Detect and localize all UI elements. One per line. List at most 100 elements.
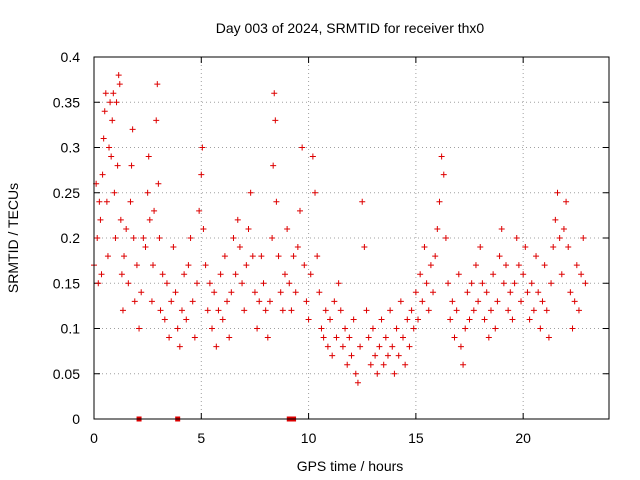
data-point xyxy=(352,370,359,377)
data-point xyxy=(406,343,413,350)
y-tick-label: 0.15 xyxy=(53,275,80,291)
data-point xyxy=(256,298,263,305)
data-point xyxy=(479,280,486,287)
data-point xyxy=(286,280,293,287)
data-point xyxy=(449,298,456,305)
data-point xyxy=(96,198,103,205)
data-point xyxy=(239,280,246,287)
data-point xyxy=(337,307,344,314)
data-point xyxy=(397,298,404,305)
data-point xyxy=(496,253,503,260)
data-point xyxy=(402,361,409,368)
data-point xyxy=(335,280,342,287)
data-point xyxy=(393,325,400,332)
data-point xyxy=(490,271,497,278)
data-point xyxy=(228,289,235,296)
data-point xyxy=(543,307,550,314)
data-point xyxy=(277,289,284,296)
data-point xyxy=(556,235,563,241)
data-point xyxy=(217,271,224,278)
data-point xyxy=(533,253,540,260)
data-point xyxy=(369,325,376,332)
data-point xyxy=(183,316,190,323)
data-point xyxy=(492,325,499,332)
data-point xyxy=(412,289,419,296)
data-point xyxy=(563,198,570,205)
data-point xyxy=(423,280,430,287)
data-point xyxy=(468,280,475,287)
data-point xyxy=(161,316,168,323)
data-point xyxy=(309,153,316,160)
data-point xyxy=(170,244,177,251)
data-point xyxy=(103,198,110,205)
data-point xyxy=(138,289,145,296)
data-point xyxy=(271,90,278,97)
data-point xyxy=(365,334,372,341)
data-point xyxy=(100,135,107,142)
x-tick-label: 5 xyxy=(197,430,205,446)
data-point xyxy=(101,108,108,115)
data-point xyxy=(417,271,424,278)
data-point xyxy=(545,334,552,341)
data-point xyxy=(380,361,387,368)
data-point xyxy=(110,90,117,97)
data-point xyxy=(475,298,482,305)
data-point xyxy=(113,99,120,106)
data-point xyxy=(130,235,137,241)
data-point xyxy=(535,289,542,296)
data-point xyxy=(163,280,170,287)
data-point xyxy=(191,334,198,341)
y-tick-label: 0.25 xyxy=(53,185,80,201)
data-point xyxy=(176,343,183,350)
data-point xyxy=(374,370,381,377)
data-point xyxy=(185,262,192,269)
x-tick-label: 20 xyxy=(515,430,531,446)
data-point xyxy=(382,334,389,341)
data-point xyxy=(376,343,383,350)
data-point xyxy=(275,253,282,260)
data-point xyxy=(550,244,557,251)
data-point xyxy=(114,162,121,169)
data-point xyxy=(384,352,391,359)
data-point xyxy=(462,325,469,332)
data-point xyxy=(575,307,582,314)
data-point xyxy=(109,117,116,124)
data-point xyxy=(199,144,206,151)
data-point xyxy=(419,298,426,305)
y-tick-label: 0.4 xyxy=(61,49,81,65)
data-point xyxy=(115,72,122,79)
data-point xyxy=(580,235,587,241)
x-tick-label: 10 xyxy=(301,430,317,446)
data-point xyxy=(500,280,507,287)
tick-layer: 0 0.05 0.1 0.15 0.2 0.25 0.3 0.35 0.4 0 5 10 15 20 xyxy=(53,49,609,446)
data-point xyxy=(573,262,580,269)
data-point xyxy=(133,262,140,269)
data-point xyxy=(457,343,464,350)
data-point xyxy=(151,207,158,214)
data-point xyxy=(316,289,323,296)
data-point xyxy=(528,280,535,287)
plot-frame xyxy=(93,56,610,420)
data-point xyxy=(427,262,434,269)
y-tick-label: 0.05 xyxy=(53,366,80,382)
y-tick-label: 0 xyxy=(72,411,80,427)
data-point xyxy=(511,280,518,287)
data-point xyxy=(251,289,258,296)
data-point xyxy=(524,289,531,296)
data-point xyxy=(466,316,473,323)
data-point xyxy=(123,225,130,232)
data-point xyxy=(292,289,299,296)
data-point xyxy=(453,307,460,314)
data-point xyxy=(148,298,155,305)
data-point xyxy=(258,253,265,260)
data-point xyxy=(303,298,310,305)
data-point xyxy=(245,225,252,232)
grid-layer xyxy=(94,57,609,419)
data-point xyxy=(447,316,454,323)
data-point xyxy=(378,316,385,323)
data-point xyxy=(154,81,161,88)
data-point xyxy=(247,189,254,196)
data-point xyxy=(367,361,374,368)
data-point xyxy=(181,271,188,278)
data-point xyxy=(270,162,277,169)
